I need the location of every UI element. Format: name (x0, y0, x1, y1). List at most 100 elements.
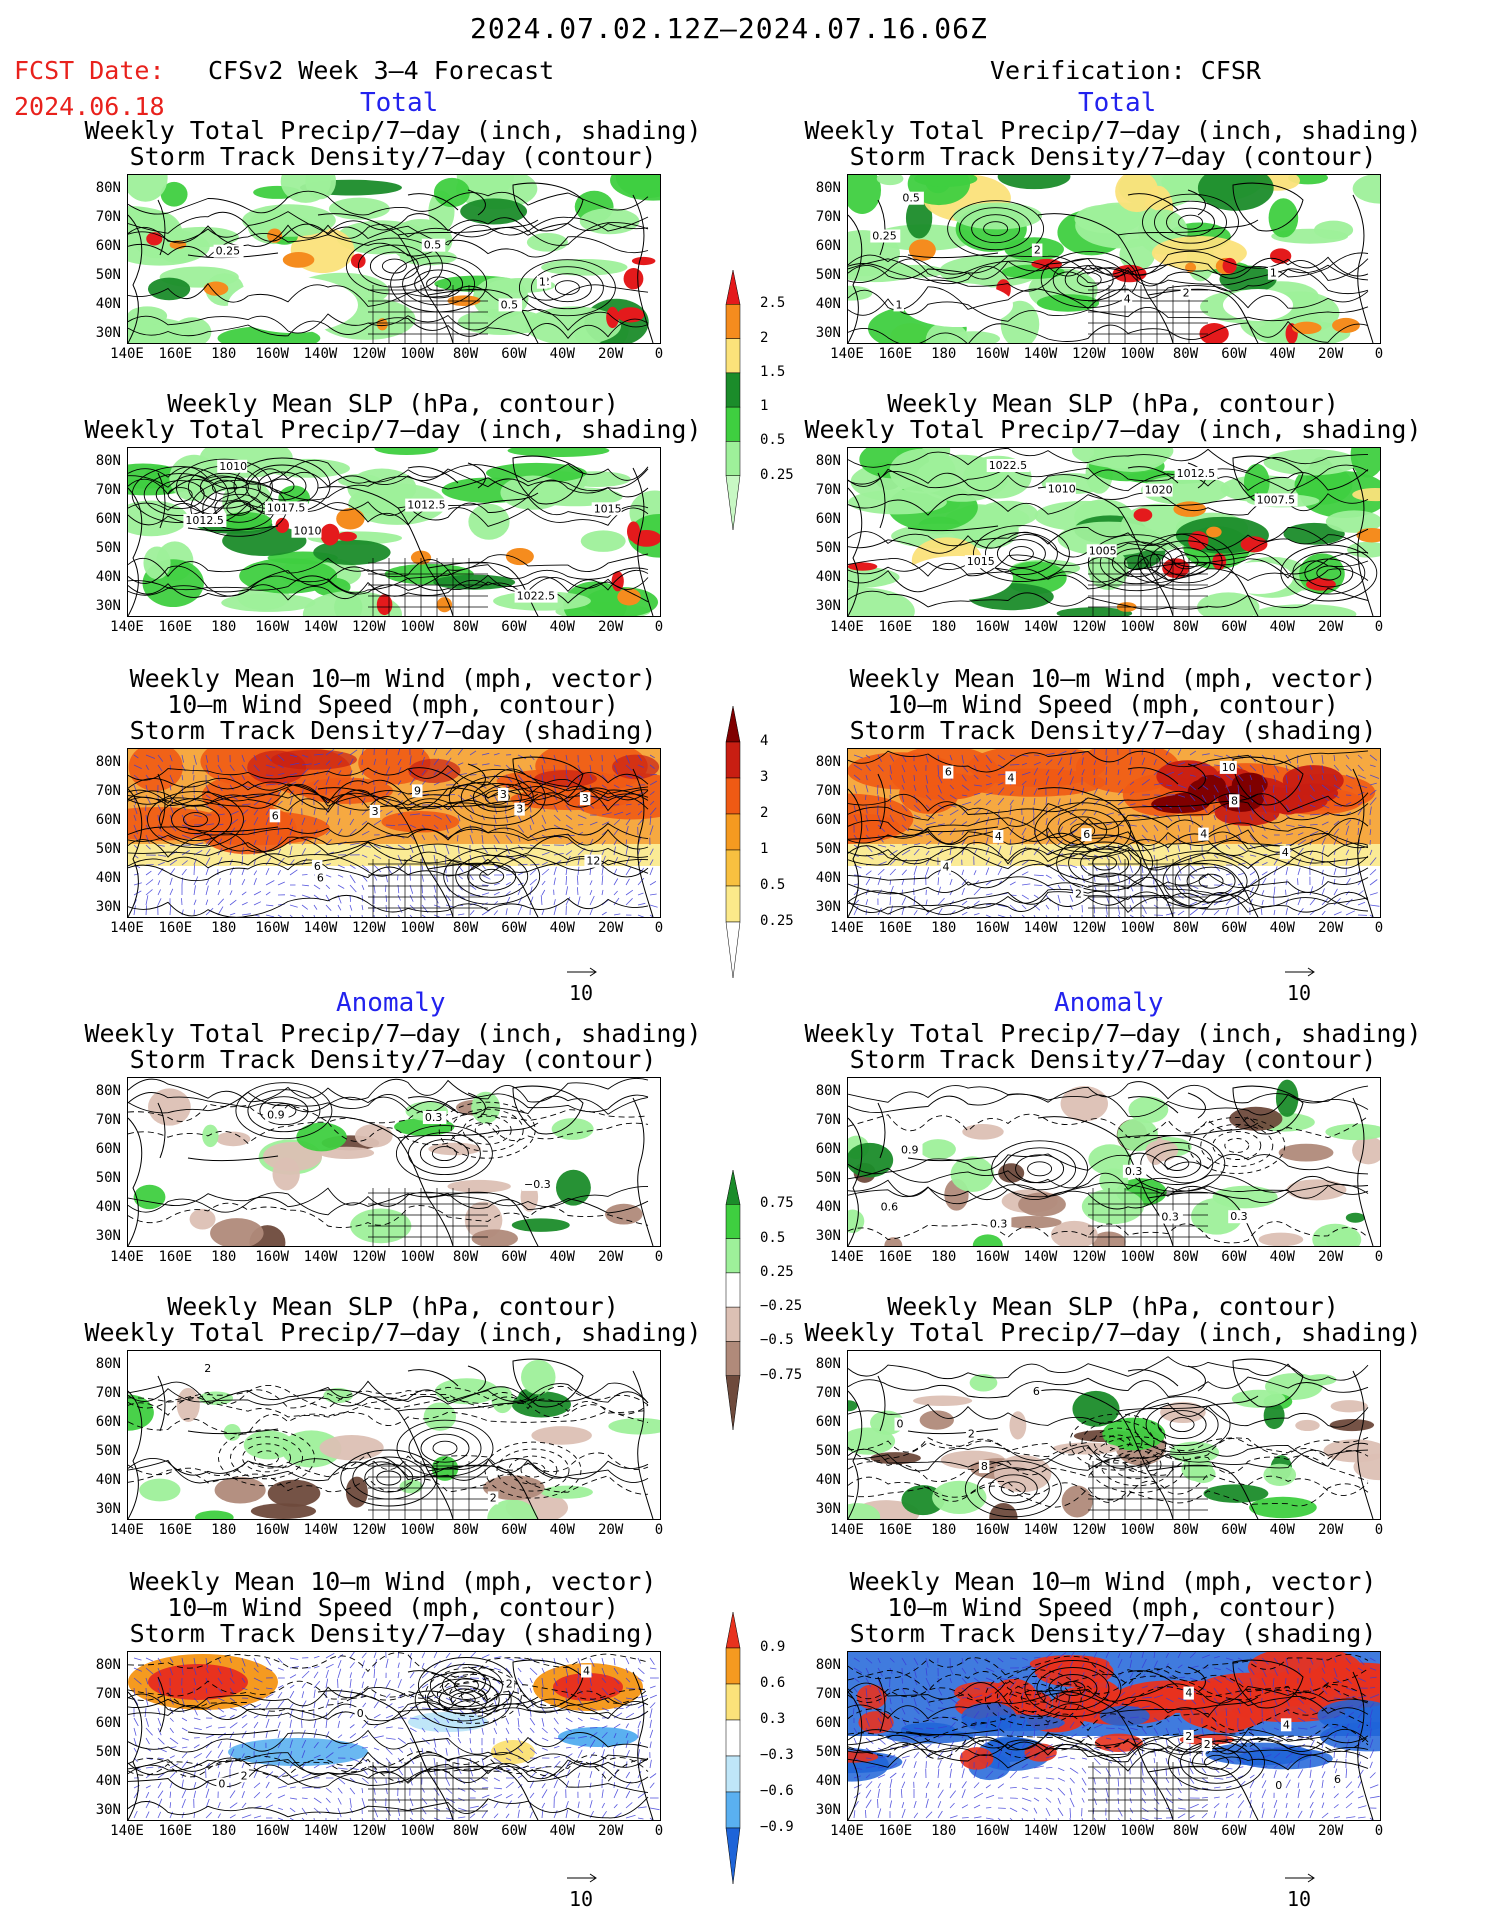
contour-label-bg (899, 1143, 923, 1157)
contour-label-bg (1174, 466, 1218, 480)
colorbar-segment (725, 813, 741, 851)
contour-label-bg (1219, 760, 1237, 774)
colorbar-segment (725, 1169, 741, 1205)
coastlines (848, 1358, 1374, 1519)
contour-label-bg (986, 459, 1030, 472)
colorbar-segment (725, 1755, 741, 1793)
contour-label: 0.3 (1161, 1211, 1179, 1224)
contour-label-bg (405, 498, 449, 512)
panel-title: Weekly Total Precip/7–day (inch, shading… (77, 1021, 709, 1073)
map-frame: 1007.5 1010 1015 1012.5 1005 1022.5 1020 (847, 447, 1381, 617)
shading-layer (848, 448, 1380, 616)
colorbar-segment (725, 1683, 741, 1721)
lat-label: 80N (815, 754, 841, 770)
map-frame: 0.3 0.6 0.3 0.3 0.9 0.3 (847, 1077, 1381, 1247)
contour-label: 3 (500, 788, 507, 801)
contour-label-bg (579, 792, 591, 806)
colorbar-precip-anom: 0.75 0.5 0.25 −0.25 −0.5 −0.75 (724, 1169, 802, 1444)
lat-label: 30N (815, 1228, 841, 1244)
lon-label: 180 (211, 1522, 237, 1538)
lon-label: 160W (255, 346, 289, 362)
lon-label: 120W (351, 346, 386, 362)
panel-title-line: Weekly Total Precip/7–day (inch, shading… (804, 1019, 1422, 1048)
contour-label-bg (1228, 1210, 1252, 1224)
colorbar-segment (725, 441, 741, 476)
lat-label: 70N (815, 783, 841, 799)
lon-label: 140W (303, 920, 338, 936)
lat-label: 40N (95, 1472, 121, 1488)
contour-label: 0 (357, 1707, 364, 1720)
panel-title-line: Weekly Total Precip/7–day (inch, shading… (804, 415, 1422, 444)
panel-title-line: Storm Track Density/7–day (contour) (129, 142, 657, 171)
lon-label: 140E (830, 1249, 864, 1265)
colorbar-segment (725, 1719, 741, 1757)
lon-label: 0 (1374, 619, 1384, 635)
contour-label-bg (497, 787, 509, 801)
contour-label-bg (213, 244, 244, 258)
lon-label: 140E (110, 1823, 144, 1839)
lon-label: 0 (1374, 920, 1384, 936)
colorbar-segment (725, 885, 741, 923)
lat-label: 50N (95, 267, 121, 283)
contour-label: 9 (414, 784, 421, 797)
contour-label-bg (878, 1200, 903, 1214)
lon-label: 80W (452, 1823, 479, 1839)
lon-label: 160W (975, 920, 1009, 936)
lon-label: 140E (830, 619, 864, 635)
lat-label: 40N (815, 296, 841, 312)
contour-lines (848, 448, 1378, 610)
lon-label: 160W (255, 1823, 289, 1839)
contour-label: 1022.5 (517, 590, 556, 603)
map-plot: 22 (128, 1358, 660, 1519)
contour-label-bg (1254, 493, 1298, 507)
shading-layer (848, 1373, 1380, 1519)
lon-label: 80W (1172, 920, 1199, 936)
contour-label: 1012.5 (1177, 467, 1216, 480)
contour-lines (128, 765, 649, 917)
lon-label: 140W (303, 346, 338, 362)
lon-label: 160E (878, 1249, 913, 1265)
lon-label: 100W (400, 920, 435, 936)
contour-label-bg (1005, 771, 1016, 785)
lat-label: 40N (815, 870, 841, 886)
lon-label: 140W (1023, 1249, 1058, 1265)
lat-label: 70N (815, 1112, 841, 1128)
contour-label: 10 (1222, 761, 1236, 774)
contour-label-bg (311, 859, 323, 873)
contour-label-bg (1159, 1210, 1183, 1224)
lat-label: 50N (815, 267, 841, 283)
contour-label-bg (291, 524, 322, 538)
panel-title: Weekly Mean 10–m Wind (mph, vector) 10–m … (797, 666, 1429, 744)
colorbar-label: 0.6 (760, 1675, 786, 1691)
contour-label: 12 (586, 855, 600, 868)
lon-label: 120W (1071, 346, 1106, 362)
map-plot: 0.9 −0.3 0.3 (128, 1078, 654, 1246)
colorbar-label: 0.9 (760, 1639, 786, 1655)
vector-reference: 10 (1283, 962, 1317, 1005)
contour-label: 0.5 (424, 239, 442, 252)
lon-label: 120W (351, 1249, 386, 1265)
lon-label: 80W (1172, 619, 1199, 635)
lat-label: 80N (95, 754, 121, 770)
lat-label: 70N (95, 783, 121, 799)
lon-label: 80W (1172, 1823, 1199, 1839)
lat-label: 60N (815, 238, 841, 254)
contour-label-bg (1279, 846, 1291, 859)
lat-label: 40N (95, 870, 121, 886)
contour-label: 1010 (219, 460, 247, 473)
contour-label-bg (965, 1427, 977, 1441)
lon-label: 100W (1120, 1249, 1155, 1265)
vector-reference-label: 10 (1287, 1887, 1312, 1911)
lon-label: 40W (549, 346, 575, 362)
panel-title-line: 10–m Wind Speed (mph, contour) (887, 1593, 1339, 1622)
colorbar-label: 1 (760, 841, 769, 857)
panel-title: Weekly Total Precip/7–day (inch, shading… (77, 118, 709, 170)
panel-title: Weekly Mean SLP (hPa, contour) Weekly Tot… (797, 391, 1429, 443)
contour-label-bg (514, 802, 525, 816)
lon-label: 100W (1120, 346, 1155, 362)
lat-label: 30N (815, 598, 841, 614)
colorbar-segment (725, 304, 741, 339)
contour-label: 1007.5 (1257, 493, 1296, 506)
contour-label: 4 (995, 830, 1002, 843)
